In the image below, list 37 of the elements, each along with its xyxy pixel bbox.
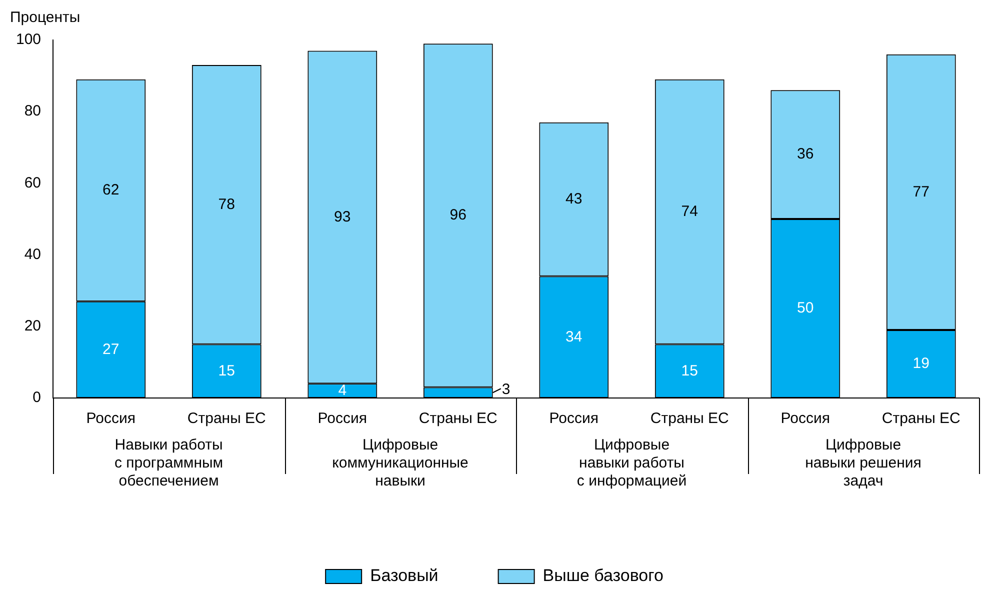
data-label: 15 [218,362,235,380]
y-tick-label: 0 [32,389,42,406]
legend-label: Выше базового [542,566,664,586]
text: Цифровые навыки решения задач [805,436,922,490]
x-tick-label: Россия [780,410,830,428]
data-label: 19 [912,355,930,372]
x-tick-label: Страны ЕС [650,410,730,428]
x-tick-label: Россия [86,410,136,428]
data-label: 15 [681,362,698,380]
x-tick-label: Россия [549,410,598,428]
data-label: 50 [797,300,814,317]
text: Цифровые навыки работы с информацией [576,436,687,490]
data-label: 74 [681,202,698,220]
x-tick-label: Страны ЕС [418,410,498,428]
data-label: 3 [502,380,510,398]
y-tick-label: 100 [16,31,42,48]
data-label: 93 [334,208,351,226]
data-label: 43 [566,190,582,208]
text: Цифровые коммуникационные навыки [332,436,468,490]
y-tick-label: 60 [24,174,42,192]
y-tick-label: 20 [24,318,42,335]
y-tick-label: 80 [24,102,42,120]
data-label: 62 [102,182,120,198]
text: Навыки работы с программным обеспечением [114,436,224,490]
legend-label: Базовый [370,566,438,586]
data-label: 96 [450,206,466,224]
data-label: 27 [102,340,120,358]
data-label: 4 [338,382,347,399]
y-axis-title: Проценты [10,9,80,26]
data-label: 36 [797,146,814,163]
data-label: 77 [912,183,930,200]
x-tick-label: Страны ЕС [882,410,961,428]
data-label: 78 [218,196,235,213]
data-label: 34 [566,328,582,346]
y-tick-label: 40 [24,246,42,263]
x-tick-label: Страны ЕС [187,410,266,428]
x-tick-label: Россия [318,410,367,428]
